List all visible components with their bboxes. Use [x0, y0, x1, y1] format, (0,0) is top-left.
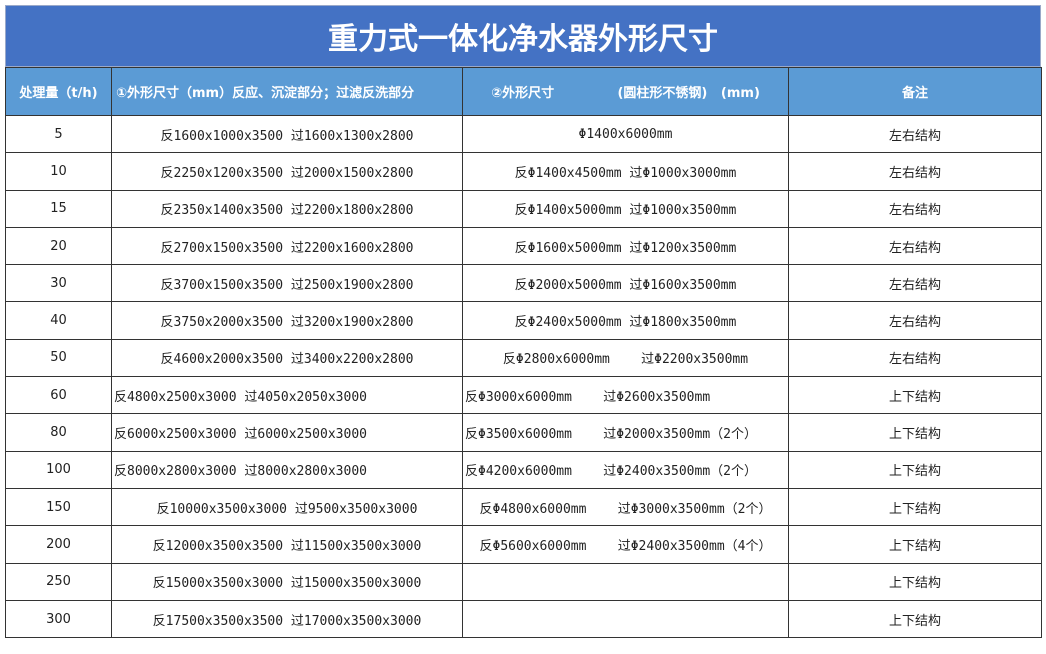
header-cell: ②外形尺寸 (圆柱形不锈钢) (mm) [462, 67, 789, 116]
table-cell: 80 [5, 413, 112, 452]
table-cell: 反10000x3500x3000 过9500x3500x3000 [111, 487, 463, 527]
table-cell: 反17500x3500x3500 过17000x3500x3000 [111, 599, 463, 639]
table-cell: 左右结构 [788, 264, 1042, 303]
table-cell: 上下结构 [788, 487, 1042, 527]
table-cell: 上下结构 [788, 525, 1042, 564]
table-cell: 上下结构 [788, 376, 1042, 415]
table-cell: 反2250x1200x3500 过2000x1500x2800 [111, 152, 463, 191]
table-cell: 反Φ4200x6000mm 过Φ2400x3500mm（2个） [462, 450, 789, 489]
table-cell: 反Φ2400x5000mm 过Φ1800x3500mm [462, 301, 789, 340]
table-row: 40 反3750x2000x3500 过3200x1900x2800 反Φ2400x… [5, 301, 1042, 340]
table-row: 15 反2350x1400x3500 过2200x1800x2800 反Φ1400x… [5, 189, 1042, 228]
table-cell: 300 [5, 599, 112, 639]
header-cell: 处理量（t/h) [5, 67, 112, 116]
table-cell: 上下结构 [788, 450, 1042, 489]
table-cell: 10 [5, 152, 112, 191]
table-row: 30 反3700x1500x3500 过2500x1900x2800 反Φ2000x… [5, 264, 1042, 303]
table-cell: 反Φ4800x6000mm 过Φ3000x3500mm（2个） [462, 487, 789, 527]
table-body: 5 反1600x1000x3500 过1600x1300x2800 Φ1400x60… [5, 114, 1042, 639]
table-cell: 60 [5, 376, 112, 415]
table-cell: 上下结构 [788, 562, 1042, 601]
table-cell: 反12000x3500x3500 过11500x3500x3000 [111, 525, 463, 564]
table-cell: 5 [5, 114, 112, 154]
table-cell: 20 [5, 226, 112, 266]
table-cell: 反15000x3500x3000 过15000x3500x3000 [111, 562, 463, 601]
table-row: 50 反4600x2000x3500 过3400x2200x2800 反Φ2800x… [5, 338, 1042, 378]
table-row: 250 反15000x3500x3000 过15000x3500x3000 上下结构 [5, 562, 1042, 601]
table-row: 20 反2700x1500x3500 过2200x1600x2800 反Φ1600x… [5, 226, 1042, 266]
table-cell: 反2350x1400x3500 过2200x1800x2800 [111, 189, 463, 228]
table-cell: 100 [5, 450, 112, 489]
table-cell: 上下结构 [788, 413, 1042, 452]
table-cell: 200 [5, 525, 112, 564]
table-cell: 30 [5, 264, 112, 303]
header-cell: ①外形尺寸（mm）反应、沉淀部分；过滤反洗部分 [111, 67, 463, 116]
table-cell: 反4600x2000x3500 过3400x2200x2800 [111, 338, 463, 378]
title: 重力式一体化净水器外形尺寸 [5, 5, 1041, 67]
table-row: 60 反4800x2500x3000 过4050x2050x3000 反Φ3000x… [5, 376, 1042, 415]
table-cell: 反Φ2000x5000mm 过Φ1600x3500mm [462, 264, 789, 303]
table-cell: 左右结构 [788, 226, 1042, 266]
table-cell: 左右结构 [788, 152, 1042, 191]
table-cell: 反1600x1000x3500 过1600x1300x2800 [111, 114, 463, 154]
table-cell: 反Φ1400x4500mm 过Φ1000x3000mm [462, 152, 789, 191]
table-cell: 50 [5, 338, 112, 378]
table-cell: 左右结构 [788, 114, 1042, 154]
table-row: 300 反17500x3500x3500 过17000x3500x3000 上下结构 [5, 599, 1042, 639]
table-cell: 左右结构 [788, 301, 1042, 340]
table-cell: 反2700x1500x3500 过2200x1600x2800 [111, 226, 463, 266]
table-cell: 反Φ3500x6000mm 过Φ2000x3500mm（2个） [462, 413, 789, 452]
table-cell [462, 562, 789, 601]
table-row: 100 反8000x2800x3000 过8000x2800x3000 反Φ4200… [5, 450, 1042, 489]
table-cell: Φ1400x6000mm [462, 114, 789, 154]
table-cell: 左右结构 [788, 338, 1042, 378]
table-row: 5 反1600x1000x3500 过1600x1300x2800 Φ1400x60… [5, 114, 1042, 154]
table-row: 80 反6000x2500x3000 过6000x2500x3000 反Φ3500x… [5, 413, 1042, 452]
header-row: 处理量（t/h) ①外形尺寸（mm）反应、沉淀部分；过滤反洗部分 ②外形尺寸 (圆柱… [5, 67, 1042, 116]
table-cell: 上下结构 [788, 599, 1042, 639]
header-cell: 备注 [788, 67, 1042, 116]
table-cell: 反Φ3000x6000mm 过Φ2600x3500mm [462, 376, 789, 415]
size-table: 处理量（t/h) ①外形尺寸（mm）反应、沉淀部分；过滤反洗部分 ②外形尺寸 (圆柱… [5, 67, 1042, 639]
table-cell: 反3700x1500x3500 过2500x1900x2800 [111, 264, 463, 303]
table-cell: 反Φ2800x6000mm 过Φ2200x3500mm [462, 338, 789, 378]
table-cell: 反Φ1600x5000mm 过Φ1200x3500mm [462, 226, 789, 266]
table-row: 10 反2250x1200x3500 过2000x1500x2800 反Φ1400x… [5, 152, 1042, 191]
table-cell: 反3750x2000x3500 过3200x1900x2800 [111, 301, 463, 340]
table-cell: 15 [5, 189, 112, 228]
table-cell: 250 [5, 562, 112, 601]
table-cell: 反Φ5600x6000mm 过Φ2400x3500mm（4个） [462, 525, 789, 564]
table-cell [462, 599, 789, 639]
table-cell: 反Φ1400x5000mm 过Φ1000x3500mm [462, 189, 789, 228]
table-cell: 反4800x2500x3000 过4050x2050x3000 [111, 376, 463, 415]
table-cell: 左右结构 [788, 189, 1042, 228]
table-cell: 反6000x2500x3000 过6000x2500x3000 [111, 413, 463, 452]
table-row: 150 反10000x3500x3000 过9500x3500x3000 反Φ480… [5, 487, 1042, 527]
table-cell: 150 [5, 487, 112, 527]
table-row: 200 反12000x3500x3500 过11500x3500x3000 反Φ56… [5, 525, 1042, 564]
table-cell: 反8000x2800x3000 过8000x2800x3000 [111, 450, 463, 489]
table-cell: 40 [5, 301, 112, 340]
